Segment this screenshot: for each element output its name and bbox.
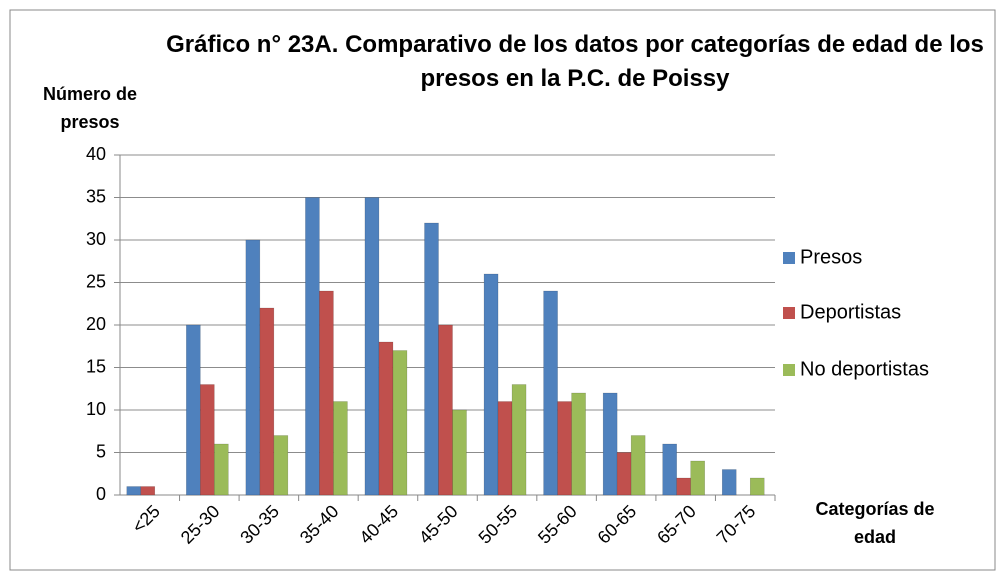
bar <box>749 477 765 496</box>
chart-title: Gráfico n° 23A. Comparativo de los datos… <box>166 31 984 92</box>
bar <box>319 290 334 496</box>
bar <box>571 392 586 496</box>
bar <box>392 350 408 496</box>
x-axis-label: Categorías de edad <box>815 499 935 547</box>
legend-swatch <box>783 307 795 319</box>
bar <box>200 384 215 496</box>
y-tick-label: 0 <box>96 484 106 504</box>
bar <box>438 324 453 496</box>
bar <box>378 341 394 496</box>
bar <box>452 409 467 496</box>
y-tick-label: 5 <box>96 441 106 461</box>
bar <box>186 324 201 496</box>
bar <box>676 477 691 496</box>
y-axis-label: Número de presos <box>42 84 138 132</box>
y-tick-label: 25 <box>86 271 106 291</box>
y-tick-label: 10 <box>86 399 106 419</box>
legend-swatch <box>783 252 795 264</box>
bar <box>630 435 646 496</box>
bar <box>364 197 380 496</box>
bar <box>483 273 499 496</box>
y-tick-label: 20 <box>86 314 106 334</box>
bar <box>140 486 156 496</box>
bar <box>273 435 289 496</box>
bar <box>126 486 142 496</box>
bar <box>543 290 558 496</box>
legend-label: Presos <box>800 246 862 268</box>
bar <box>497 401 513 496</box>
bar <box>245 239 261 496</box>
bar <box>602 392 618 496</box>
y-tick-label: 35 <box>86 186 106 206</box>
y-tick-label: 30 <box>86 229 106 249</box>
bar <box>721 469 737 496</box>
legend-swatch <box>783 364 795 376</box>
bar <box>305 197 320 496</box>
y-tick-label: 15 <box>86 356 106 376</box>
bar <box>616 452 632 496</box>
bar <box>333 401 348 496</box>
bar <box>424 222 439 496</box>
bar <box>662 443 677 496</box>
legend-label: No deportistas <box>800 358 929 380</box>
y-tick-label: 40 <box>86 144 106 164</box>
bar <box>259 307 275 496</box>
bar <box>511 384 527 496</box>
bar <box>690 460 705 496</box>
bar <box>557 401 572 496</box>
legend-label: Deportistas <box>800 301 901 323</box>
bar <box>214 443 229 496</box>
